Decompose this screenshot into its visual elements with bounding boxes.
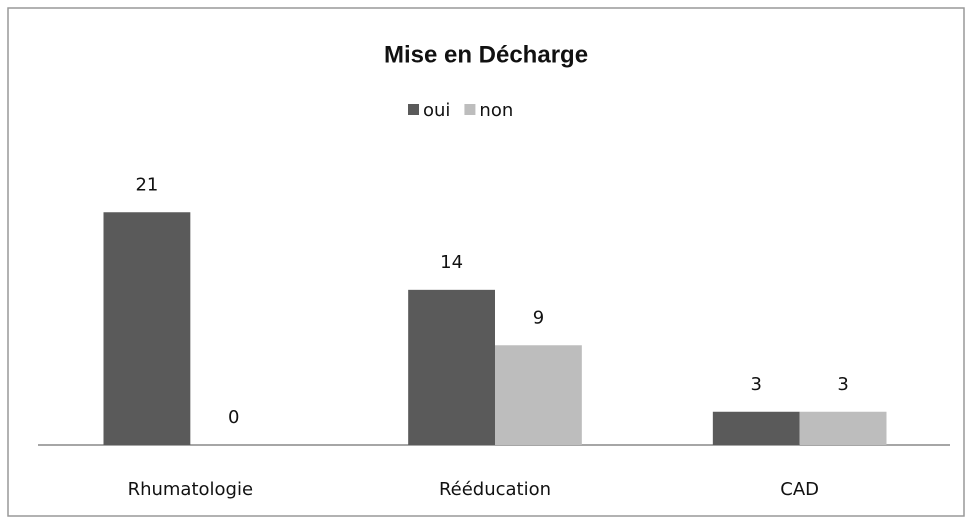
bar <box>408 289 495 445</box>
data-label: 3 <box>837 374 848 395</box>
legend-swatch <box>464 104 476 115</box>
data-label: 14 <box>440 252 463 273</box>
data-label: 9 <box>533 307 544 328</box>
x-tick-label: Rhumatologie <box>128 479 253 500</box>
chart-title: Mise en Décharge <box>384 41 588 68</box>
legend-label: oui <box>423 100 450 121</box>
bar <box>712 411 800 445</box>
bar <box>799 411 887 445</box>
bar <box>495 345 582 445</box>
data-label: 3 <box>751 374 762 395</box>
data-label: 21 <box>135 174 158 195</box>
x-tick-label: Rééducation <box>439 479 551 500</box>
bar <box>103 212 191 445</box>
legend-swatch <box>408 104 419 115</box>
legend-label: non <box>479 100 513 121</box>
x-tick-label: CAD <box>780 479 819 500</box>
data-label: 0 <box>228 407 239 428</box>
